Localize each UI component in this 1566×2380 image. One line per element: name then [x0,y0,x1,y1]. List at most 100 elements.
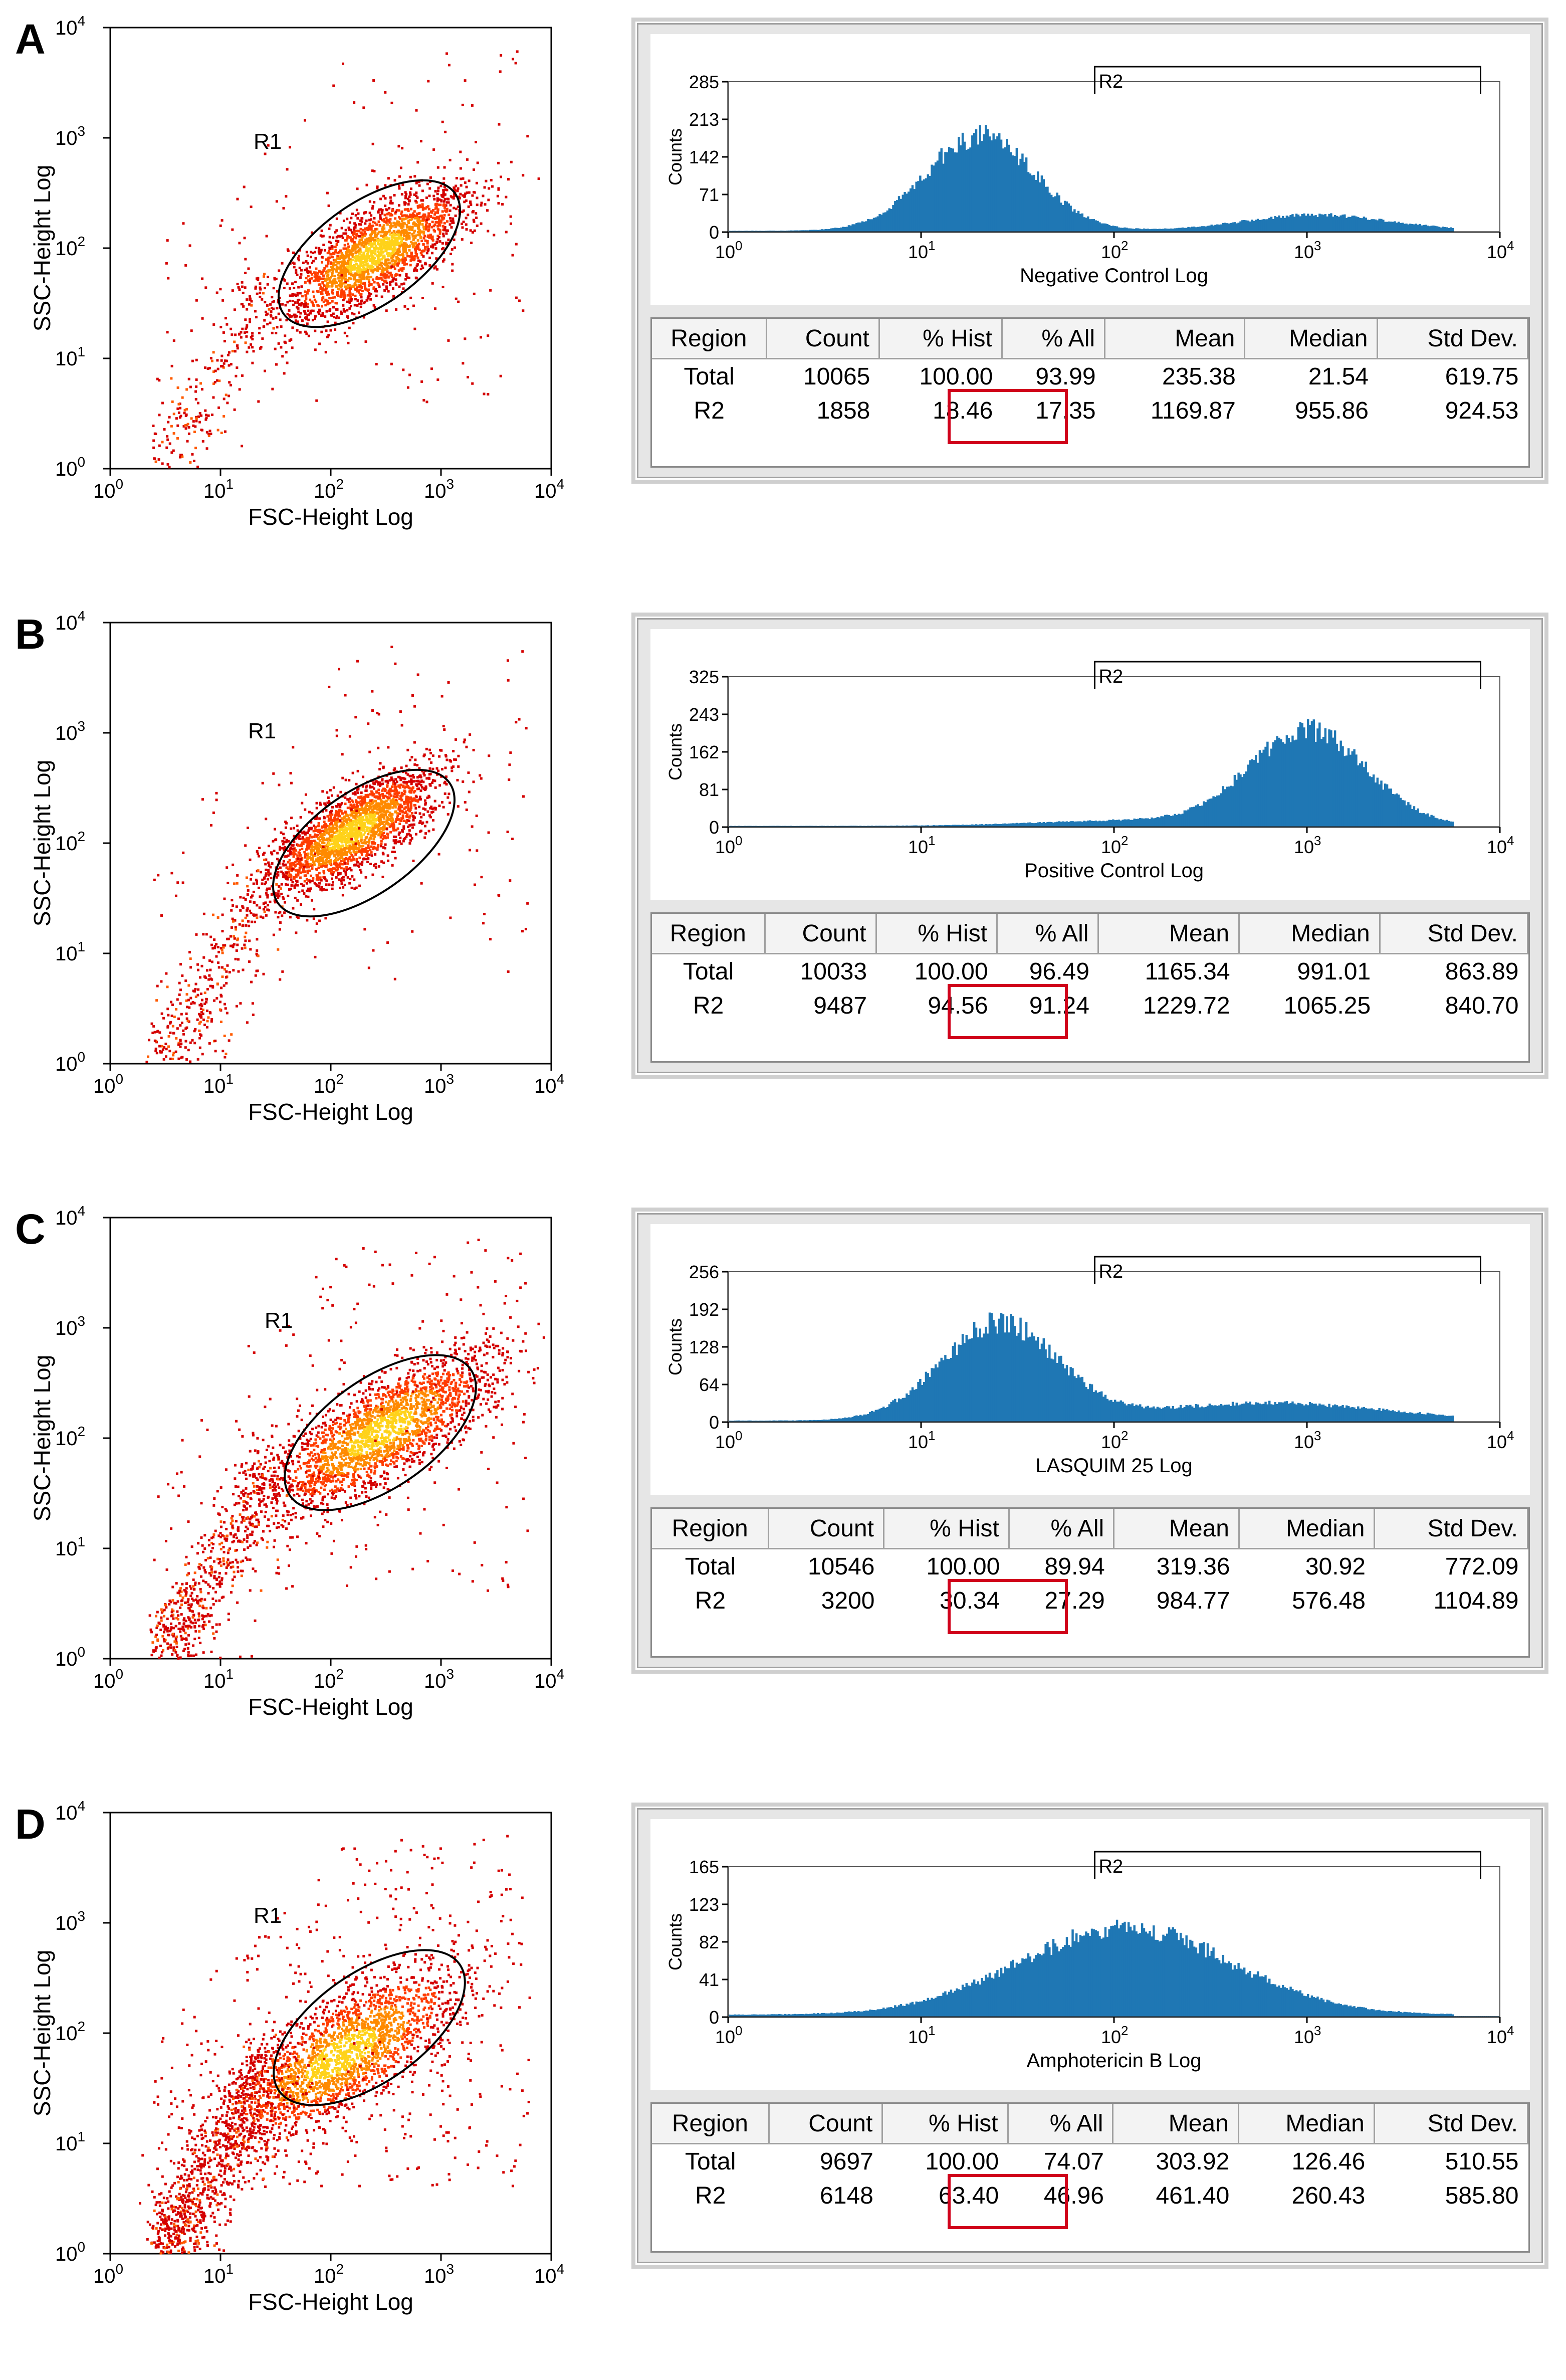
scatter-point [259,291,262,294]
scatter-point [417,243,420,246]
scatter-point [341,253,344,256]
scatter-point [231,333,234,336]
histogram-bar [1100,223,1103,232]
scatter-point [352,806,355,809]
scatter-point [467,375,470,378]
histogram-bar [944,152,947,232]
scatter-point [374,232,377,235]
scatter-point [346,250,349,253]
scatter-point [310,851,313,854]
histogram-bar [1281,216,1284,232]
scatter-point [222,331,225,334]
scatter-point [427,228,430,231]
scatter-point [500,54,503,57]
scatter-point [170,425,173,428]
histogram-bar [1154,229,1157,232]
scatter-point [442,181,445,184]
scatter-point [289,287,292,290]
scatter-point [378,767,381,770]
scatter-point [403,263,406,266]
scatter-point [348,838,351,841]
y-tick-label: 102 [55,234,85,260]
scatter-point [318,310,321,313]
scatter-point [516,50,519,53]
scatter-point [325,278,328,281]
scatter-point [348,221,351,224]
scatter-point [366,252,369,255]
scatter-point [266,304,269,307]
scatter-point [418,812,421,815]
scatter-point [312,830,315,833]
scatter-point [270,877,273,880]
histogram-bar [1172,229,1174,232]
scatter-point [390,101,393,104]
scatter-point [340,274,343,277]
scatter-point [428,264,431,267]
scatter-point [419,231,422,234]
scatter-point [403,222,406,225]
scatter-point [402,233,405,236]
scatter-point [443,197,446,201]
scatter-point [395,233,398,236]
scatter-point [270,315,273,318]
histogram-bar [1253,221,1255,232]
scatter-point [337,240,340,243]
scatter-point [442,192,445,195]
scatter-point [307,309,310,312]
scatter-point [405,820,408,823]
scatter-point [371,799,374,802]
scatter-point [438,232,441,235]
scatter-point [361,861,364,864]
scatter-point [340,290,343,293]
scatter-point [402,254,405,257]
scatter-point [285,839,288,842]
scatter-point [341,838,344,841]
scatter-point [368,212,371,215]
scatter-point [389,831,392,834]
scatter-point [363,259,366,262]
scatter-point [248,298,251,301]
scatter-point [346,798,349,801]
scatter-point [284,863,287,866]
histogram-bar [1060,203,1062,232]
scatter-point [379,242,382,245]
scatter-point [321,864,324,867]
scatter-point [291,844,294,847]
scatter-point [445,201,449,204]
scatter-point [370,225,373,228]
scatter-point [310,858,313,861]
scatter-point [318,817,321,820]
scatter-point [165,262,168,265]
scatter-point [401,230,404,233]
scatter-point [423,836,426,839]
scatter-point [195,417,198,420]
scatter-point [319,802,322,805]
scatter-point [350,886,353,889]
scatter-point [463,738,466,741]
scatter-point [334,250,337,253]
scatter-point [356,217,359,220]
scatter-point [306,860,309,863]
scatter-point [255,316,258,319]
scatter-point [383,227,386,230]
scatter-point [378,781,381,784]
scatter-point [326,320,329,323]
scatter-point [396,237,399,240]
scatter-point [384,245,387,248]
histogram-bar [1037,171,1039,232]
scatter-point [240,336,243,339]
histogram-bar [1025,157,1028,232]
scatter-point [208,430,211,433]
scatter-point [400,791,403,795]
scatter-point [421,822,424,825]
scatter-point [381,875,384,878]
scatter-point [382,267,385,270]
scatter-point [305,878,308,881]
scatter-point [290,865,293,868]
scatter-point [384,280,387,283]
histogram-bar [1367,220,1369,232]
histogram-bar [1299,216,1302,232]
scatter-point [259,282,262,285]
scatter-point [419,789,422,792]
scatter-point [337,804,340,807]
